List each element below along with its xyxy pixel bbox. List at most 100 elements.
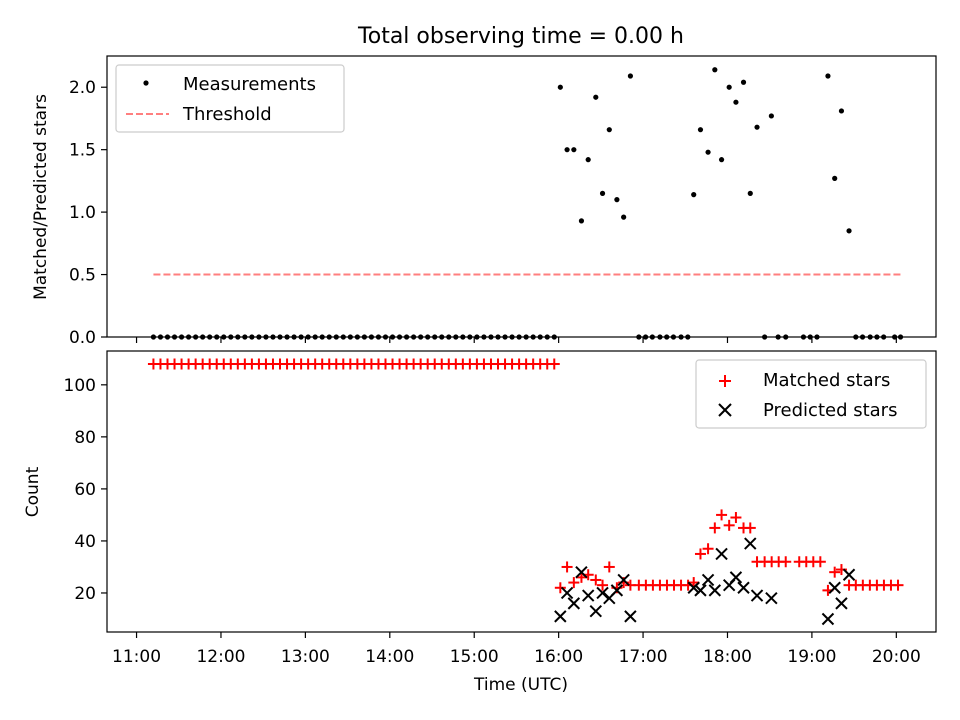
matched-star-marker [730, 512, 742, 524]
legend-threshold-label: Threshold [182, 104, 272, 125]
predicted-star-marker [821, 612, 835, 626]
measurement-point [578, 218, 585, 224]
matched-star-marker [829, 566, 841, 578]
measurement-point [726, 84, 732, 90]
legend-predicted-label: Predicted stars [763, 400, 897, 421]
predicted-star-marker [560, 586, 574, 600]
x-axis-label: Time (UTC) [473, 675, 568, 695]
matched-star-marker [723, 519, 735, 531]
measurement-point [838, 108, 845, 114]
measurement-point [740, 79, 747, 85]
measurement-point [614, 197, 620, 203]
bottom-legend: Matched stars Predicted stars [695, 359, 927, 429]
matched-star-marker [568, 577, 580, 589]
legend-measurements-marker [143, 80, 149, 86]
predicted-star-marker [589, 604, 602, 618]
x-tick-label: 18:00 [703, 647, 752, 667]
measurement-point [832, 175, 838, 181]
bottom-panel: Count Time (UTC) 11:00 12:00 13:00 14:00 15:… [23, 350, 937, 695]
legend-matched-label: Matched stars [763, 370, 890, 391]
legend-measurements-label: Measurements [183, 74, 316, 95]
predicted-star-marker [750, 589, 764, 602]
matched-star-marker [814, 556, 826, 568]
matched-star-marker [590, 574, 602, 586]
predicted-star-marker [765, 591, 778, 605]
x-tick-label: 12:00 [196, 647, 245, 667]
top-axes: 0.0 0.5 1.0 1.5 2.0 [69, 78, 897, 348]
measurement-point [733, 99, 739, 105]
top-y-tick-label: 1.0 [69, 203, 96, 223]
measurement-point [768, 113, 774, 119]
measurement-point [846, 228, 852, 234]
measurement-point [585, 157, 591, 163]
predicted-star-marker [715, 547, 728, 561]
matched-star-marker [716, 509, 728, 521]
predicted-star-marker [744, 537, 757, 550]
measurement-point [564, 147, 570, 153]
bottom-axes: 11:00 12:00 13:00 14:00 15:00 16:00 17:00 18:00… [64, 376, 921, 667]
measurement-point [754, 124, 760, 130]
measurement-point [599, 190, 606, 196]
bottom-plot-frame [106, 350, 937, 633]
measurement-point [627, 73, 634, 79]
top-panel: Total observing time = 0.00 h Matched/Pr… [31, 24, 937, 348]
top-y-tick-label: 2.0 [69, 78, 96, 98]
top-y-tick-label: 0.0 [69, 328, 96, 348]
measurement-point [557, 84, 563, 90]
measurement-point [825, 73, 831, 79]
matched-star-marker [751, 556, 763, 568]
x-tick-label: 15:00 [450, 647, 499, 667]
matched-star-marker [709, 522, 721, 534]
bottom-y-tick-label: 60 [74, 480, 96, 500]
matched-star-marker [780, 556, 792, 568]
matched-star-marker [702, 543, 714, 555]
matched-star-marker [892, 579, 904, 591]
measurement-point [712, 67, 718, 73]
bottom-y-tick-label: 100 [64, 376, 96, 396]
legend-matched-marker [719, 375, 731, 387]
measurement-point [593, 94, 599, 100]
predicted-star-marker [610, 584, 624, 597]
predicted-star-marker [575, 565, 588, 579]
predicted-star-marker [687, 581, 700, 594]
matched-star-marker [561, 561, 573, 573]
bottom-legend-box [695, 359, 927, 429]
matched-star-marker [554, 582, 566, 594]
predicted-star-marker [617, 573, 630, 587]
measurement-point [691, 192, 697, 198]
top-y-tick-label: 0.5 [69, 266, 96, 286]
bottom-y-tick-label: 20 [74, 584, 96, 604]
measurement-point [621, 214, 627, 220]
measurement-point [747, 190, 753, 196]
legend-predicted-marker [718, 403, 732, 417]
predicted-star-marker [835, 597, 848, 610]
top-legend: Measurements Threshold [115, 64, 345, 133]
measurement-point [571, 147, 577, 153]
predicted-star-marker [737, 581, 750, 594]
measurement-point [705, 149, 711, 155]
matched-star-marker [597, 579, 609, 591]
top-y-tick-label: 1.5 [69, 141, 96, 161]
predicted-star-marker [567, 597, 581, 610]
predicted-star-marker [729, 571, 743, 584]
x-tick-label: 11:00 [112, 647, 161, 667]
x-tick-label: 20:00 [872, 647, 921, 667]
matched-star-marker [744, 522, 756, 534]
predicted-star-marker [596, 586, 609, 600]
bottom-data-marks [147, 358, 904, 626]
measurement-point [697, 127, 704, 133]
chart-title: Total observing time = 0.00 h [357, 24, 684, 49]
bottom-y-axis-label: Count [23, 466, 43, 517]
matched-star-marker [624, 579, 636, 591]
bottom-y-tick-label: 80 [74, 428, 96, 448]
bottom-y-tick-label: 40 [74, 532, 96, 552]
matched-star-marker [843, 579, 855, 591]
matched-star-marker [575, 571, 587, 583]
x-tick-label: 13:00 [281, 647, 330, 667]
x-tick-label: 19:00 [787, 647, 836, 667]
matched-star-marker [688, 577, 700, 589]
top-legend-box [115, 64, 345, 133]
predicted-star-marker [581, 589, 595, 602]
predicted-star-marker [842, 568, 856, 581]
